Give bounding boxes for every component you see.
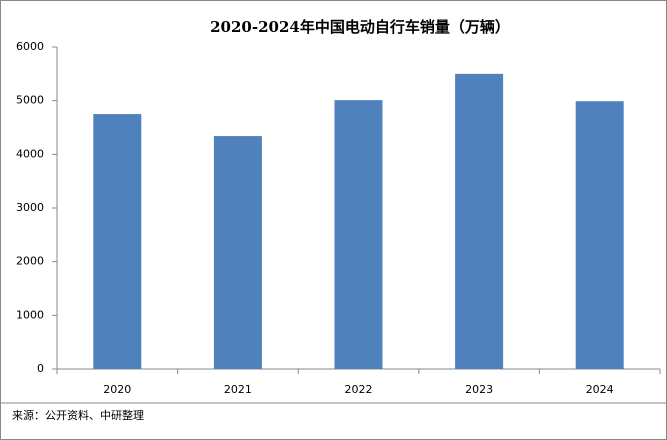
bar [334, 100, 383, 369]
y-tick-label: 0 [37, 362, 44, 375]
y-tick-label: 1000 [16, 308, 44, 321]
bar [93, 114, 142, 369]
source-note: 来源：公开资料、中研整理 [12, 408, 144, 422]
x-tick-label: 2021 [224, 383, 252, 396]
y-tick-label: 3000 [16, 201, 44, 214]
y-tick-label: 5000 [16, 94, 44, 107]
y-tick-label: 6000 [16, 40, 44, 53]
bar [213, 136, 262, 369]
chart-title: 2020-2024年中国电动自行车销量（万辆） [210, 18, 510, 36]
bar [455, 73, 504, 369]
x-tick-label: 2022 [345, 383, 373, 396]
x-tick-label: 2024 [586, 383, 614, 396]
bar [575, 101, 624, 369]
y-tick-label: 2000 [16, 255, 44, 268]
x-tick-label: 2020 [103, 383, 131, 396]
y-tick-label: 4000 [16, 147, 44, 160]
x-tick-label: 2023 [465, 383, 493, 396]
